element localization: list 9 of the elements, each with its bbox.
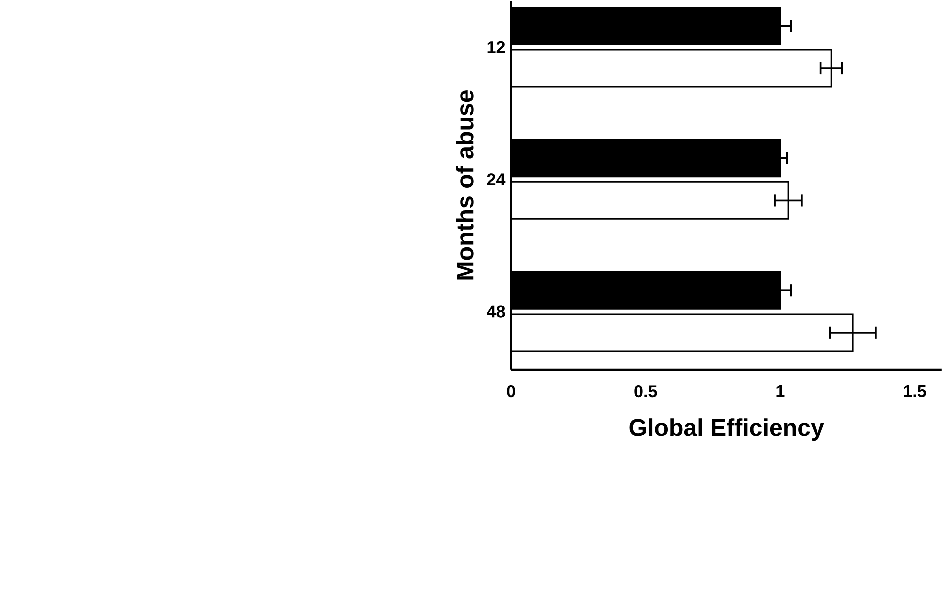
x-axis-title: Global Efficiency (630, 418, 824, 442)
y-tick-label: 12 (488, 41, 506, 54)
x-tick-label: 1 (776, 386, 785, 398)
x-tick-label: 0 (507, 386, 516, 398)
x-tick-label: 0.5 (634, 386, 658, 398)
y-axis-title: Months of abuse (456, 90, 474, 280)
x-tick-label: 1.5 (904, 386, 926, 398)
y-tick-label: 24 (487, 174, 506, 186)
y-tick-label: 48 (487, 306, 506, 318)
